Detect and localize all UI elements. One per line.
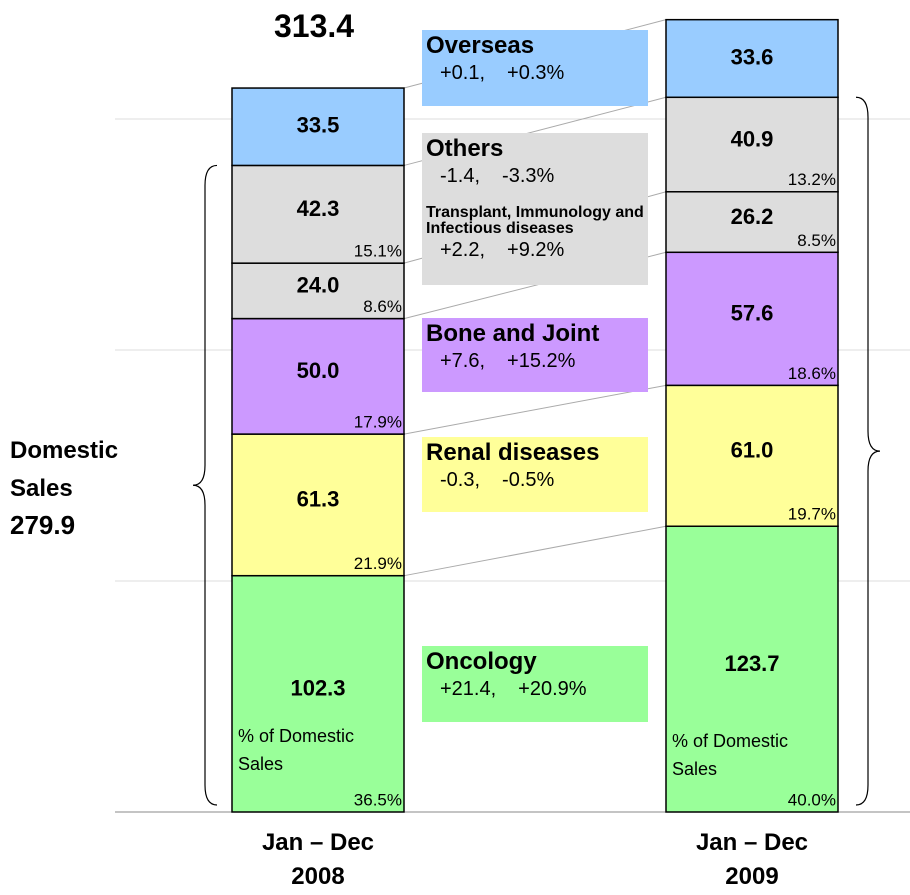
value-label: 42.3 (297, 196, 340, 221)
share-label: 19.7% (788, 505, 836, 524)
value-label: 123.7 (724, 651, 779, 676)
legend-item: Renal diseases -0.3, -0.5% (422, 437, 648, 512)
bar-segment (665, 251, 839, 387)
bar-segment (231, 164, 405, 264)
change-label: +7.6, (440, 350, 486, 372)
brace (855, 96, 881, 806)
share-label: 40.0% (788, 790, 836, 809)
total-label: 313.4 (274, 8, 355, 44)
share-note: % of Domestic Sales (672, 731, 789, 779)
legend-change: +21.4, +20.9% (426, 676, 644, 702)
domestic-total: 279.9 (10, 510, 76, 540)
change-label: +0.1, (440, 62, 486, 84)
domestic-label: Domestic Sales (10, 437, 119, 502)
bar-segment (665, 384, 839, 528)
change-label: -3.3% (502, 165, 555, 187)
change-label: -0.5% (502, 469, 555, 491)
value-label: 61.3 (297, 487, 340, 512)
share-label: 18.6% (788, 364, 836, 383)
legend-name: Transplant, Immunology and Infectious di… (426, 204, 644, 237)
change-label: +21.4, (440, 678, 497, 700)
value-label: 24.0 (297, 273, 340, 298)
change-label: +0.3% (507, 62, 565, 84)
share-label: 36.5% (354, 790, 402, 809)
share-note: % of Domestic Sales (238, 726, 355, 774)
value-label: 50.0 (297, 358, 340, 383)
bar-segment (231, 87, 405, 167)
legend-item: Transplant, Immunology and Infectious di… (422, 203, 648, 285)
brace (192, 164, 218, 806)
share-label: 13.2% (788, 170, 836, 189)
legend-change: +2.2, +9.2% (426, 237, 644, 263)
bar-segment (231, 262, 405, 320)
share-label: 17.9% (354, 413, 402, 432)
value-label: 40.9 (731, 126, 774, 151)
value-label: 61.0 (731, 438, 774, 463)
legend-change: +0.1, +0.3% (426, 60, 644, 86)
value-label: 102.3 (290, 676, 345, 701)
legend-change: -0.3, -0.5% (426, 467, 644, 493)
value-label: 57.6 (731, 301, 774, 326)
value-label: 26.2 (731, 204, 774, 229)
legend-name: Bone and Joint (426, 320, 600, 347)
bar-segment (231, 433, 405, 577)
value-label: 33.6 (731, 44, 774, 69)
x-tick-label: Jan – Dec 2008 (261, 829, 375, 890)
change-label: +15.2% (507, 350, 576, 372)
legend-change: -1.4, -3.3% (426, 163, 644, 189)
x-tick-label: Jan – Dec 2009 (695, 829, 809, 890)
change-label: -1.4, (440, 165, 481, 187)
share-label: 15.1% (354, 242, 402, 261)
bar-segment (231, 317, 405, 435)
connector (403, 525, 667, 577)
value-label: 33.5 (297, 113, 340, 138)
change-label: +9.2% (507, 239, 565, 261)
legend-name: Oncology (426, 648, 537, 675)
legend-item: Bone and Joint +7.6, +15.2% (422, 318, 648, 392)
change-label: -0.3, (440, 469, 481, 491)
legend-item: Overseas +0.1, +0.3% (422, 30, 648, 106)
share-label: 8.6% (363, 297, 402, 316)
change-label: +20.9% (518, 678, 587, 700)
legend-item: Others -1.4, -3.3% (422, 133, 648, 205)
share-label: 21.9% (354, 554, 402, 573)
bar-segment (665, 18, 839, 99)
legend-name: Others (426, 135, 504, 162)
change-label: +2.2, (440, 239, 486, 261)
legend-name: Renal diseases (426, 439, 600, 466)
legend-name: Overseas (426, 32, 535, 59)
connector (403, 384, 667, 435)
legend-change: +7.6, +15.2% (426, 348, 644, 374)
share-label: 8.5% (797, 231, 836, 250)
legend-item: Oncology +21.4, +20.9% (422, 646, 648, 722)
